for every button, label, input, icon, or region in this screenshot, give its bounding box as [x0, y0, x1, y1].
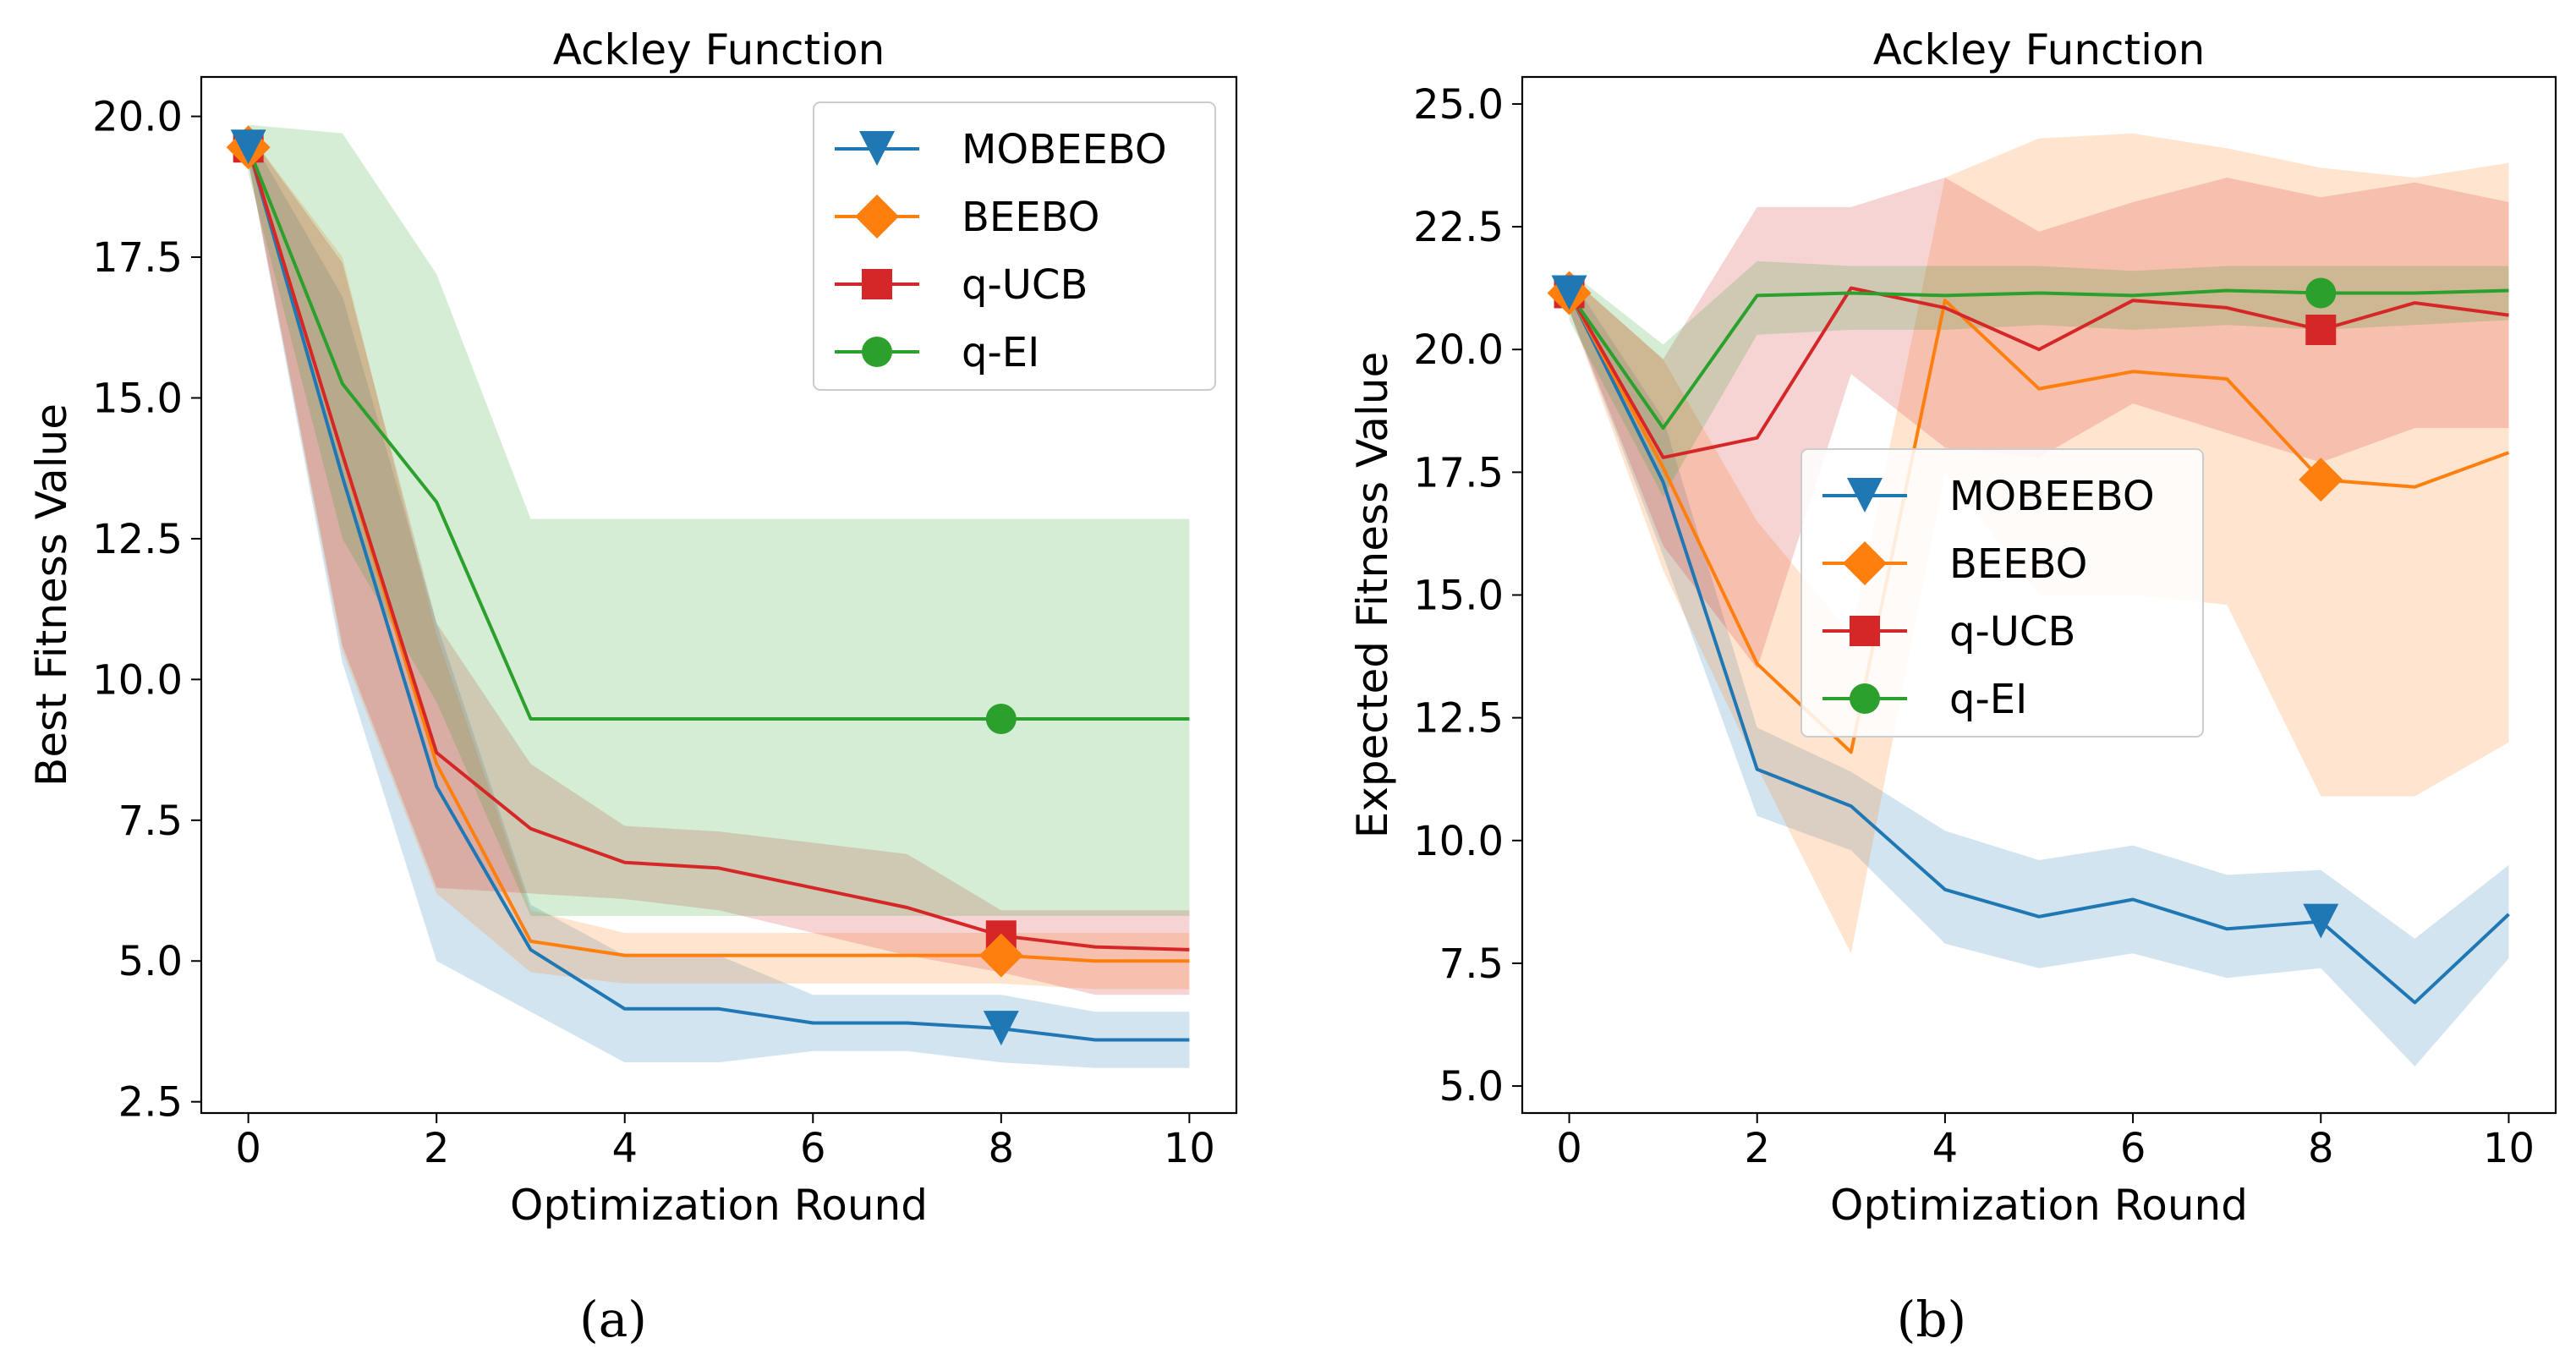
series-line-mobeebo: [246, 146, 1190, 1042]
legend: MOBEEBO BEEBO q-UCB q-EI: [813, 101, 1216, 391]
y-tick-label: 17.5: [92, 234, 183, 282]
legend-marker-q-ucb: [1850, 616, 1880, 646]
legend-marker-beebo: [1843, 541, 1887, 585]
y-axis-label: Best Fitness Value: [27, 403, 76, 787]
x-tick-label: 6: [2120, 1125, 2146, 1172]
series-line-beebo: [246, 146, 1190, 963]
marker-beebo-8: [978, 933, 1023, 978]
legend-box: [1800, 448, 2204, 738]
x-tick-label: 8: [989, 1125, 1015, 1172]
y-tick-label: 12.5: [1413, 695, 1504, 743]
band-beebo: [248, 133, 1190, 990]
legend-label-q-ucb: q-UCB: [962, 261, 1088, 309]
legend-label-q-ucb: q-UCB: [1949, 608, 2075, 655]
series-line-mobeebo: [1567, 292, 2510, 1005]
marker-mobeebo-0: [1551, 275, 1587, 310]
y-tick-label: 7.5: [1439, 940, 1504, 988]
legend-label-q-ei: q-EI: [1949, 676, 2027, 723]
band-mobeebo: [1569, 276, 2509, 1067]
marker-mobeebo-0: [230, 129, 266, 165]
y-tick-label: 10.0: [1413, 818, 1504, 865]
y-tick-label: 25.0: [1413, 81, 1504, 129]
chart-title: Ackley Function: [1873, 25, 2206, 74]
y-tick-label: 5.0: [1439, 1063, 1504, 1110]
series-line-q-ei: [1567, 288, 2509, 430]
marker-mobeebo-8: [983, 1011, 1019, 1046]
x-axis-label: Optimization Round: [510, 1181, 928, 1230]
marker-q-ei-8: [985, 703, 1017, 734]
x-tick-label: 10: [2483, 1125, 2535, 1172]
legend-label-beebo: BEEBO: [1949, 540, 2087, 588]
y-tick-label: 15.0: [92, 375, 183, 422]
series-line-q-ucb: [1567, 286, 2509, 459]
x-tick-label: 0: [235, 1125, 261, 1172]
marker-mobeebo-8: [2303, 903, 2339, 939]
chart-panel-b: 0 2 4 6 8 10 5.0 7.5 10.0 12.5 15.0 17.5 20.0 22.5 25.…: [1348, 25, 2557, 1348]
legend-box: [813, 101, 1216, 391]
chart-panel-a: 0 2 4 6 8 10 2.5 5.0 7.5 10.0 12.5 15.0 17.5 20.0 Ackl…: [27, 25, 1238, 1348]
panel-caption: (b): [1897, 1291, 1966, 1348]
legend-label-mobeebo: MOBEEBO: [1949, 473, 2155, 520]
y-tick-label: 5.0: [118, 938, 183, 985]
y-tick-label: 12.5: [92, 516, 183, 563]
chart-title: Ackley Function: [553, 25, 885, 74]
x-tick-label: 2: [1744, 1125, 1770, 1172]
x-tick-label: 8: [2308, 1125, 2334, 1172]
band-q-ucb: [1569, 178, 2509, 669]
x-tick-label: 0: [1556, 1125, 1582, 1172]
y-tick-label: 7.5: [118, 798, 183, 845]
marker-q-ei-8: [2305, 277, 2337, 309]
panel-caption: (a): [579, 1291, 647, 1348]
legend-marker-mobeebo: [859, 131, 895, 166]
series-line-q-ucb: [246, 146, 1190, 951]
legend-marker-q-ucb: [862, 269, 892, 299]
band-mobeebo: [248, 133, 1190, 1068]
legend-marker-q-ei: [1850, 683, 1880, 714]
legend-marker-mobeebo: [1847, 478, 1883, 513]
x-tick-label: 10: [1164, 1125, 1215, 1172]
legend-label-mobeebo: MOBEEBO: [962, 126, 1167, 173]
y-tick-label: 17.5: [1413, 449, 1504, 496]
marker-beebo-8: [2299, 458, 2343, 502]
plot-frame: [200, 75, 1238, 1115]
series-line-beebo: [1567, 292, 2510, 754]
x-axis-label: Optimization Round: [1830, 1181, 2248, 1230]
y-tick-label: 15.0: [1413, 573, 1504, 620]
legend-marker-q-ei: [862, 337, 892, 367]
series-line-q-ei: [246, 146, 1190, 721]
y-tick-label: 20.0: [92, 94, 183, 141]
y-tick-label: 10.0: [92, 656, 183, 704]
x-tick-label: 4: [1932, 1125, 1959, 1172]
x-tick-label: 4: [611, 1125, 638, 1172]
legend-label-beebo: BEEBO: [962, 194, 1099, 241]
band-q-ucb: [248, 133, 1190, 995]
x-tick-label: 6: [800, 1125, 826, 1172]
legend: MOBEEBO BEEBO q-UCB q-EI: [1800, 448, 2204, 738]
y-axis-label: Expected Fitness Value: [1348, 352, 1397, 839]
marker-q-ucb-8: [2305, 314, 2337, 345]
y-tick-label: 22.5: [1413, 204, 1504, 251]
legend-marker-beebo: [855, 195, 899, 239]
legend-label-q-ei: q-EI: [962, 329, 1039, 376]
x-tick-label: 2: [424, 1125, 450, 1172]
y-tick-label: 20.0: [1413, 326, 1504, 374]
y-tick-label: 2.5: [118, 1079, 183, 1127]
